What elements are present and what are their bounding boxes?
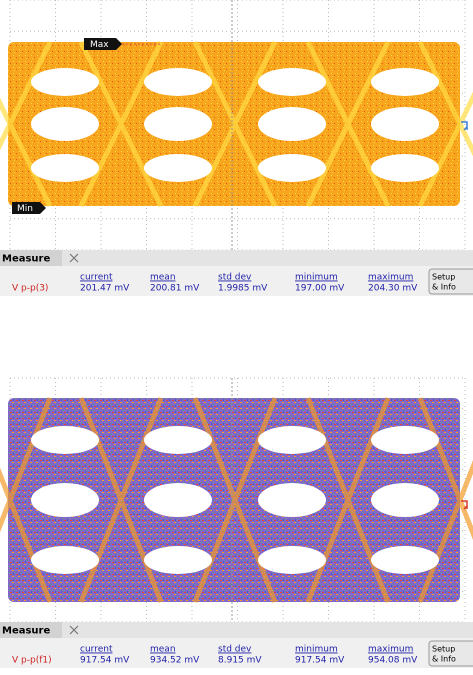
eye-opening (144, 546, 212, 574)
scope-panel: Max Min Measure V p-p(3) current mean std dev m… (0, 0, 473, 296)
eye-opening (31, 546, 99, 574)
measure-value: 204.30 mV (368, 284, 418, 294)
button-label: Setup (432, 273, 455, 282)
eye-opening (258, 546, 326, 574)
eye-opening (31, 107, 99, 141)
eye-opening (144, 483, 212, 517)
measure-value: 917.54 mV (80, 656, 130, 666)
measure-value: 197.00 mV (295, 284, 345, 294)
row-label: V p-p(3) (12, 284, 48, 294)
eye-opening (371, 483, 439, 517)
measure-tab-label: Measure (2, 626, 50, 637)
eye-opening (371, 154, 439, 182)
eye-opening (258, 154, 326, 182)
column-header: std dev (218, 645, 252, 655)
measure-value: 934.52 mV (150, 656, 200, 666)
measure-value: 201.47 mV (80, 284, 130, 294)
eye-opening (371, 426, 439, 454)
column-header: current (80, 645, 113, 655)
column-header: mean (150, 645, 176, 655)
measure-value: 1.9985 mV (218, 284, 268, 294)
screenshot: Max Min Measure V p-p(3) current mean std dev m… (0, 0, 473, 675)
eye-opening (371, 68, 439, 96)
column-header: current (80, 273, 113, 283)
measure-value: 8.915 mV (218, 656, 262, 666)
eye-opening (31, 483, 99, 517)
column-header: mean (150, 273, 176, 283)
column-header: std dev (218, 273, 252, 283)
eye-opening (258, 68, 326, 96)
button-label: & Info (432, 655, 456, 664)
column-header: maximum (368, 645, 413, 655)
measure-bar (0, 622, 473, 638)
column-header: maximum (368, 273, 413, 283)
row-label: V p-p(f1) (12, 656, 52, 666)
eye-opening (258, 426, 326, 454)
setup-button[interactable]: Setup& Info (429, 269, 473, 294)
measure-tab-label: Measure (2, 254, 50, 265)
measure-bar (0, 250, 473, 266)
eye-opening (31, 426, 99, 454)
eye-opening (144, 154, 212, 182)
measure-value: 954.08 mV (368, 656, 418, 666)
measure-value: 200.81 mV (150, 284, 200, 294)
min-label: Min (17, 204, 33, 214)
column-header: minimum (295, 645, 338, 655)
eye-opening (144, 426, 212, 454)
eye-opening (258, 483, 326, 517)
eye-opening (144, 107, 212, 141)
button-label: Setup (432, 645, 455, 654)
button-label: & Info (432, 283, 456, 292)
setup-button[interactable]: Setup& Info (429, 641, 473, 666)
eye-opening (31, 68, 99, 96)
column-header: minimum (295, 273, 338, 283)
eye-opening (371, 546, 439, 574)
measure-value: 917.54 mV (295, 656, 345, 666)
scope-panel: Measure V p-p(f1) current mean std dev minimu… (0, 378, 473, 668)
eye-opening (258, 107, 326, 141)
eye-opening (31, 154, 99, 182)
eye-opening (144, 68, 212, 96)
eye-opening (371, 107, 439, 141)
max-label: Max (90, 40, 109, 50)
